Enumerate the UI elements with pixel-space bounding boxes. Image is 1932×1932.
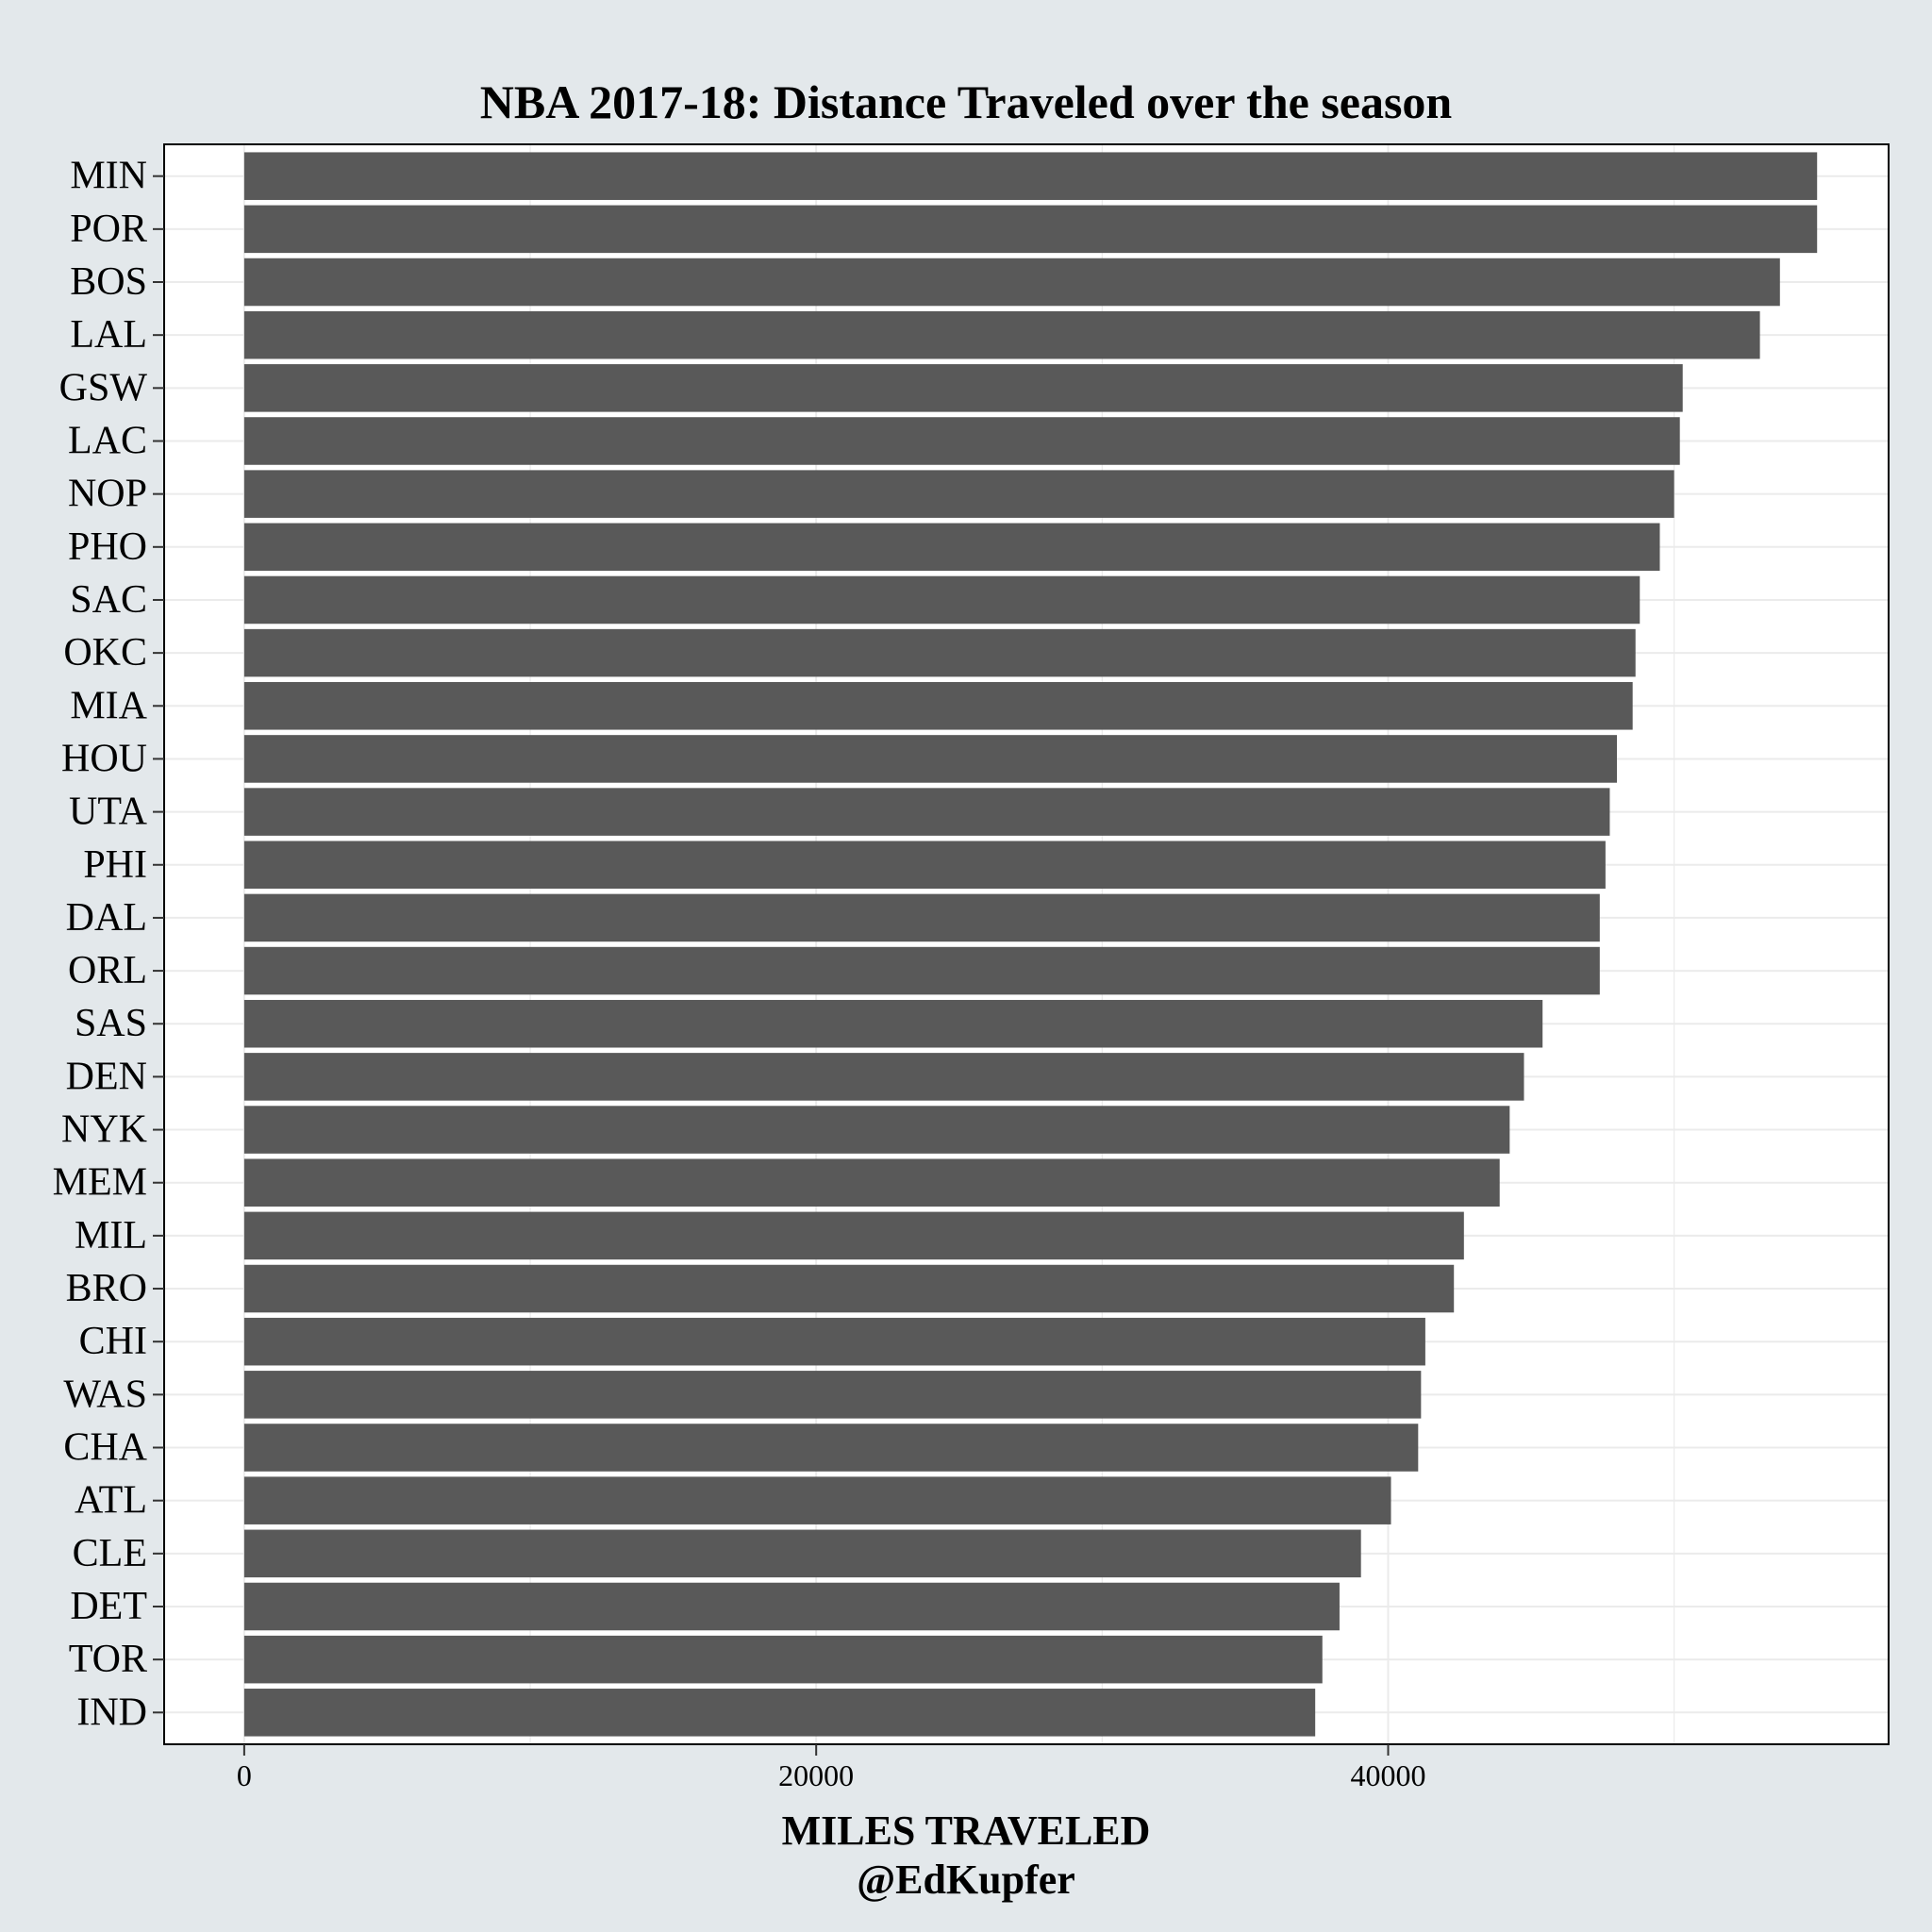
- y-tick-label: IND: [76, 1690, 147, 1734]
- y-tick-label: DEN: [66, 1055, 147, 1098]
- y-tick-label: ORL: [68, 949, 147, 992]
- y-tick-label: HOU: [61, 737, 147, 780]
- bar-orl: [243, 946, 1600, 995]
- y-tick-label: CHI: [79, 1320, 147, 1363]
- y-tick-label: SAC: [70, 578, 147, 622]
- y-tick-label: BOS: [70, 260, 147, 304]
- y-tick-label: DAL: [66, 896, 147, 940]
- bar-sas: [243, 999, 1543, 1048]
- x-axis-label: MILES TRAVELED: [781, 1807, 1151, 1854]
- y-tick-label: SAS: [75, 1002, 147, 1045]
- y-tick-label: LAL: [70, 313, 147, 357]
- axes: MIN POR BOS LAL GSW LAC NOP PHO SAC OKC MIA HOU UTA P…: [53, 155, 1426, 1792]
- y-tick-label: MIN: [70, 155, 147, 198]
- bar-min: [243, 152, 1818, 200]
- bars: [243, 152, 1818, 1737]
- y-tick-label: CHA: [63, 1426, 147, 1470]
- y-tick-label: NYK: [61, 1108, 147, 1152]
- bar-tor: [243, 1635, 1323, 1684]
- y-tick-label: MIL: [75, 1214, 147, 1257]
- chart-title: NBA 2017-18: Distance Traveled over the …: [479, 75, 1453, 128]
- bar-por: [243, 205, 1818, 254]
- bar-chi: [243, 1317, 1425, 1366]
- x-axis-credit: @EdKupfer: [857, 1857, 1075, 1903]
- bar-ind: [243, 1689, 1316, 1737]
- panel-border: [163, 143, 1890, 1745]
- y-tick-label: OKC: [63, 631, 147, 675]
- x-tick-label: 40000: [1350, 1758, 1425, 1792]
- bar-mem: [243, 1158, 1500, 1207]
- y-tick-label: LAC: [68, 419, 147, 462]
- y-tick-label: MIA: [70, 684, 147, 727]
- bar-lac: [243, 417, 1680, 465]
- bar-bos: [243, 258, 1780, 307]
- bar-sac: [243, 575, 1641, 625]
- bar-mia: [243, 682, 1633, 730]
- y-tick-label: ATL: [75, 1479, 147, 1523]
- bar-mil: [243, 1211, 1464, 1260]
- bar-det: [243, 1582, 1340, 1631]
- bar-pho: [243, 523, 1660, 572]
- y-tick-label: UTA: [69, 791, 148, 834]
- bar-nyk: [243, 1106, 1510, 1154]
- y-tick-label: NOP: [68, 473, 147, 516]
- y-tick-label: POR: [70, 208, 147, 251]
- bar-okc: [243, 628, 1636, 677]
- y-tick-label: PHO: [68, 525, 147, 569]
- bar-atl: [243, 1476, 1391, 1524]
- x-tick-label: 20000: [778, 1758, 854, 1792]
- y-tick-label: GSW: [59, 366, 148, 409]
- bar-dal: [243, 893, 1600, 942]
- bar-was: [243, 1371, 1422, 1419]
- bar-bro: [243, 1264, 1455, 1313]
- bar-hou: [243, 735, 1618, 783]
- bar-cha: [243, 1424, 1419, 1472]
- bar-phi: [243, 841, 1606, 890]
- y-tick-label: TOR: [69, 1638, 147, 1681]
- bar-gsw: [243, 364, 1683, 412]
- y-tick-label: PHI: [83, 843, 147, 887]
- bar-nop: [243, 470, 1674, 518]
- y-tick-label: MEM: [53, 1161, 147, 1205]
- x-tick-label: 0: [237, 1758, 252, 1792]
- y-tick-label: BRO: [66, 1267, 147, 1310]
- y-tick-label: CLE: [73, 1532, 147, 1575]
- bar-cle: [243, 1529, 1361, 1578]
- y-tick-label: WAS: [63, 1373, 147, 1416]
- bar-den: [243, 1053, 1524, 1101]
- y-tick-label: DET: [70, 1585, 147, 1628]
- bar-uta: [243, 788, 1610, 836]
- bar-lal: [243, 310, 1760, 359]
